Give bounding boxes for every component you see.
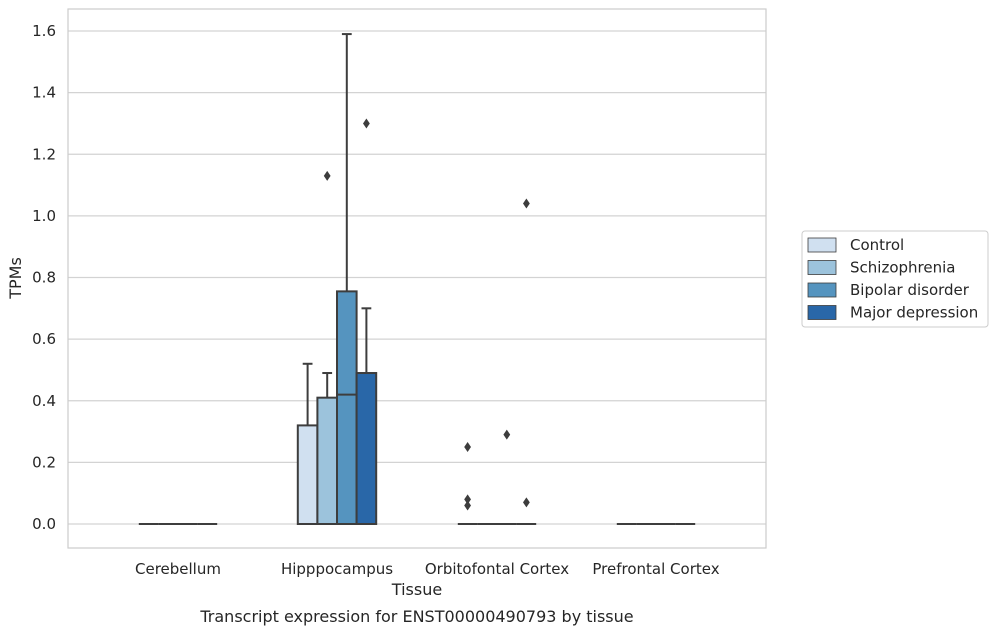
box-bipolar-disorder-1 bbox=[336, 33, 358, 525]
outlier-point bbox=[464, 441, 471, 452]
box bbox=[296, 424, 319, 525]
y-tick-labels: 0.0 0.2 0.4 0.6 0.8 1.0 1.2 1.4 1.6 bbox=[32, 22, 56, 533]
x-tick-label: Orbitofontal Cortex bbox=[425, 560, 569, 578]
y-tick-label: 1.0 bbox=[32, 207, 56, 225]
chart-caption: Transcript expression for ENST0000049079… bbox=[199, 607, 633, 626]
legend-label: Control bbox=[850, 236, 904, 254]
y-tick-label: 1.2 bbox=[32, 145, 56, 163]
legend-frame bbox=[801, 230, 989, 328]
outlier-point bbox=[464, 494, 471, 505]
x-tick-label: Hipppocampus bbox=[281, 560, 393, 578]
box bbox=[316, 396, 338, 526]
y-tick-label: 1.4 bbox=[32, 84, 56, 102]
legend-swatch bbox=[807, 237, 837, 253]
box bbox=[355, 372, 378, 525]
legend-label: Schizophrenia bbox=[850, 259, 955, 277]
x-tick-label: Cerebellum bbox=[135, 560, 221, 578]
box-control-2 bbox=[457, 441, 478, 525]
x-tick-label: Prefrontal Cortex bbox=[592, 560, 719, 578]
outlier-point bbox=[464, 500, 471, 511]
x-tick-labels: Cerebellum Hipppocampus Orbitofontal Corte… bbox=[135, 560, 720, 578]
box-schizophrenia-1 bbox=[316, 170, 338, 526]
x-axis-label: Tissue bbox=[391, 580, 442, 599]
outlier-point bbox=[363, 118, 370, 129]
y-tick-label: 0.8 bbox=[32, 269, 56, 287]
gridlines bbox=[68, 30, 766, 525]
box-bipolar-disorder-2 bbox=[497, 429, 517, 525]
outlier-point bbox=[523, 497, 530, 508]
y-tick-label: 0.2 bbox=[32, 453, 56, 471]
legend-swatch bbox=[807, 282, 837, 298]
legend-label: Bipolar disorder bbox=[850, 281, 970, 299]
y-tick-label: 1.6 bbox=[32, 22, 56, 40]
outlier-point bbox=[503, 429, 511, 440]
y-axis-label: TPMs bbox=[6, 257, 25, 300]
legend-label: Major depression bbox=[850, 304, 978, 322]
y-tick-label: 0.4 bbox=[32, 392, 56, 410]
box bbox=[336, 290, 358, 525]
legend-swatch bbox=[807, 305, 837, 320]
y-tick-label: 0.0 bbox=[32, 515, 56, 533]
plot-area-frame bbox=[67, 8, 767, 549]
outlier-point bbox=[323, 170, 331, 181]
boxes bbox=[138, 33, 696, 526]
outlier-point bbox=[523, 198, 530, 209]
box-major-depression-2 bbox=[516, 198, 537, 525]
legend-swatch bbox=[807, 260, 837, 275]
box-major-depression-1 bbox=[355, 118, 378, 525]
box-control-1 bbox=[296, 362, 319, 525]
y-tick-label: 0.6 bbox=[32, 330, 56, 348]
legend: Control Schizophrenia Bipolar disorder Majo… bbox=[801, 230, 989, 328]
